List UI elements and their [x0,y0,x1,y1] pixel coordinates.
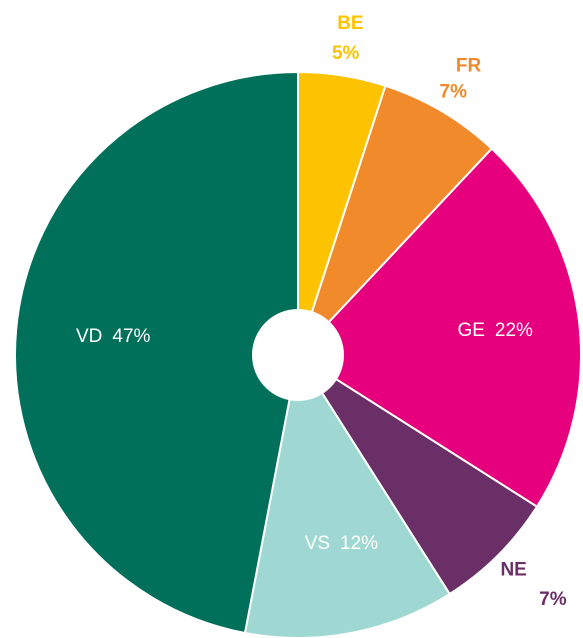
slice-value: 47% [112,326,150,347]
slice-label: BE [337,13,363,34]
pie-slice [297,354,539,596]
slice-label: GE [457,320,484,341]
slice-label: VS [305,533,330,554]
slice-value: 5% [332,43,360,64]
slice-value: 12% [340,533,378,554]
donut-hole [252,309,344,401]
slice-label: VD [76,326,102,347]
pie-slice [243,352,452,638]
slice-value: 22% [495,320,533,341]
pie-slice [14,70,299,635]
slice-label: FR [456,56,482,77]
slice-label: NE [500,560,526,581]
pie-slice [296,147,582,509]
slice-value: 7% [539,589,567,610]
slice-value: 7% [440,81,468,102]
pie-slice [297,84,494,356]
